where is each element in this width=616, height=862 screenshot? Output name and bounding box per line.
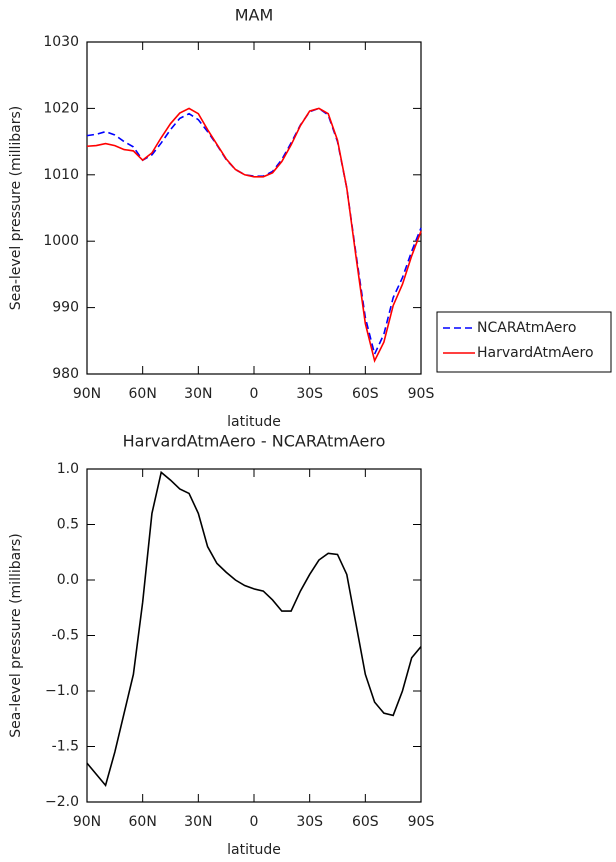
y-axis-label: Sea-level pressure (millibars)	[8, 106, 24, 310]
data-line	[86, 107, 422, 357]
y-tick-label: 1030	[43, 34, 79, 50]
x-axis-label: latitude	[227, 842, 281, 858]
legend-label: NCARAtmAero	[477, 320, 576, 336]
plot-frame	[86, 468, 422, 803]
y-tick-label: −1.0	[45, 683, 79, 699]
y-axis-label: Sea-level pressure (millibars)	[8, 533, 24, 737]
x-tick-label: 90S	[408, 386, 435, 402]
chart-title: HarvardAtmAero - NCARAtmAero	[123, 432, 386, 451]
y-tick-label: 1.0	[57, 461, 79, 477]
x-tick-label: 60N	[129, 814, 157, 830]
x-tick-label: 90N	[73, 386, 101, 402]
y-tick-label: 1000	[43, 233, 79, 249]
y-tick-label: 1010	[43, 167, 79, 183]
data-line	[86, 107, 422, 364]
x-tick-label: 90N	[73, 814, 101, 830]
x-tick-label: 0	[250, 386, 259, 402]
y-tick-label: −2.0	[45, 794, 79, 810]
x-tick-label: 60S	[352, 814, 379, 830]
y-tick-label: 0.0	[57, 572, 79, 588]
y-tick-label: -1.5	[52, 739, 79, 755]
y-tick-label: 1020	[43, 100, 79, 116]
x-tick-label: 30N	[184, 386, 212, 402]
x-tick-label: 30S	[296, 386, 323, 402]
plot-frame	[86, 41, 422, 375]
x-tick-label: 0	[250, 814, 259, 830]
y-tick-label: 0.5	[57, 517, 79, 533]
chart-title: MAM	[235, 6, 274, 25]
x-tick-label: 60N	[129, 386, 157, 402]
y-tick-label: 990	[52, 300, 79, 316]
x-axis-label: latitude	[227, 414, 281, 430]
x-tick-label: 30N	[184, 814, 212, 830]
x-tick-label: 90S	[408, 814, 435, 830]
x-tick-label: 60S	[352, 386, 379, 402]
data-line	[86, 470, 422, 788]
x-tick-label: 30S	[296, 814, 323, 830]
y-tick-label: -0.5	[52, 628, 79, 644]
legend-box	[436, 311, 612, 373]
legend-label: HarvardAtmAero	[477, 345, 594, 361]
y-tick-label: 980	[52, 366, 79, 382]
